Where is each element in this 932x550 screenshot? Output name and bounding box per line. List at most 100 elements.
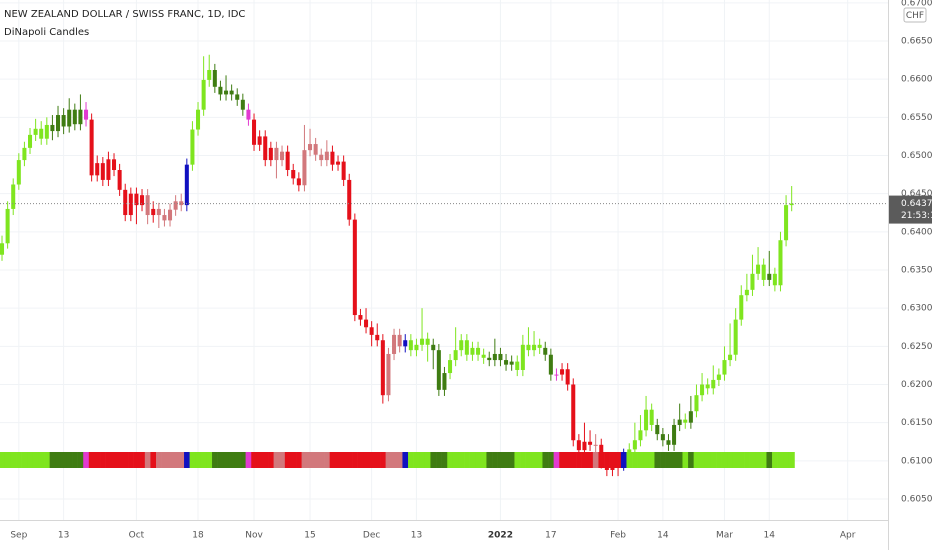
trend-strip-cell — [184, 452, 190, 468]
candle-body — [313, 144, 318, 155]
currency-box[interactable] — [903, 7, 927, 23]
trend-strip-cell — [66, 452, 73, 468]
candle-body — [229, 90, 234, 95]
candle-body — [655, 424, 660, 435]
trend-strip-cell — [324, 452, 330, 468]
candle-body — [520, 344, 525, 370]
candle-body — [263, 136, 268, 161]
trend-strip-cell — [318, 452, 325, 468]
trend-strip-cell — [245, 452, 252, 468]
trend-strip-cell — [413, 452, 420, 468]
candle-body — [537, 344, 542, 348]
trend-strip-cell — [0, 452, 6, 468]
trend-strip-cell — [648, 452, 655, 468]
trend-strip-cell — [94, 452, 101, 468]
indicator-name: DiNapoli Candles — [4, 27, 89, 38]
trend-strip-cell — [385, 452, 392, 468]
trend-strip-cell — [352, 452, 358, 468]
trend-strip-cell — [273, 452, 280, 468]
candle-body — [711, 379, 716, 389]
candle-body — [308, 144, 313, 151]
candle-body — [22, 147, 27, 161]
trend-strip-cell — [424, 452, 431, 468]
trend-strip-cell — [682, 452, 689, 468]
candle-body — [705, 384, 710, 389]
candle-body — [408, 340, 413, 351]
trend-strip-cell — [10, 452, 17, 468]
candle-body — [50, 124, 55, 132]
candle-body — [84, 109, 89, 120]
trend-strip-cell — [60, 452, 67, 468]
trend-strip-cell — [178, 452, 185, 468]
trend-strip-cell — [262, 452, 269, 468]
trend-strip-cell — [122, 452, 129, 468]
candle-body — [201, 79, 206, 110]
candle-body — [207, 70, 212, 80]
trend-strip-cell — [592, 452, 599, 468]
trend-strip-cell — [693, 452, 700, 468]
trend-strip-cell — [721, 452, 728, 468]
trend-strip-cell — [637, 452, 644, 468]
x-tick-label: 2022 — [488, 531, 513, 541]
trend-strip-cell — [475, 452, 482, 468]
trend-strip-cell — [228, 452, 235, 468]
candle-body — [767, 273, 772, 280]
candle-body — [140, 195, 145, 206]
candle-body — [16, 160, 21, 185]
candle-body — [380, 340, 385, 396]
candle-body — [638, 430, 643, 441]
trend-strip-cell — [223, 452, 230, 468]
candle-body — [386, 353, 391, 396]
candle-body — [184, 164, 189, 206]
candle-body — [324, 151, 329, 161]
trend-strip-cell — [391, 452, 398, 468]
candle-body — [683, 419, 688, 423]
candle-body — [235, 94, 240, 100]
plot — [0, 54, 888, 477]
trend-strip-cell — [738, 452, 745, 468]
candle-body — [672, 424, 677, 445]
candle-body — [330, 151, 335, 165]
x-tick-label: Feb — [610, 531, 626, 541]
trend-strip-cell — [21, 452, 28, 468]
candle-body — [397, 334, 402, 347]
trend-strip-cell — [290, 452, 297, 468]
trend-strip-cell — [88, 452, 95, 468]
trend-strip-cell — [195, 452, 202, 468]
trend-strip-cell — [368, 452, 375, 468]
candle-body — [509, 361, 514, 365]
candle-body — [196, 109, 201, 130]
candle-body — [425, 338, 430, 345]
candle-body — [44, 124, 49, 139]
trend-strip-cell — [256, 452, 263, 468]
countdown: 21:53:18 — [901, 211, 932, 221]
candle-body — [179, 201, 184, 206]
candle-body — [39, 128, 44, 139]
last-price-box — [889, 195, 932, 224]
trend-strip-cell — [727, 452, 734, 468]
candle-body — [515, 361, 520, 370]
candle-body — [246, 109, 251, 120]
trend-strip-cell — [564, 452, 571, 468]
candle-body — [280, 151, 285, 161]
candle-body — [431, 344, 436, 351]
candle-body — [677, 419, 682, 425]
candle-body — [89, 119, 94, 176]
trend-strip-cell — [144, 452, 151, 468]
candle-body — [268, 147, 273, 161]
currency: CHF — [906, 11, 924, 21]
trend-strip-cell — [436, 452, 442, 468]
x-tick-label: Oct — [129, 531, 145, 541]
candle-body — [173, 201, 178, 210]
trend-strip-cell — [72, 452, 78, 468]
trend-strip-cell — [206, 452, 213, 468]
trend-strip-cell — [660, 452, 666, 468]
candle-body — [61, 115, 66, 127]
